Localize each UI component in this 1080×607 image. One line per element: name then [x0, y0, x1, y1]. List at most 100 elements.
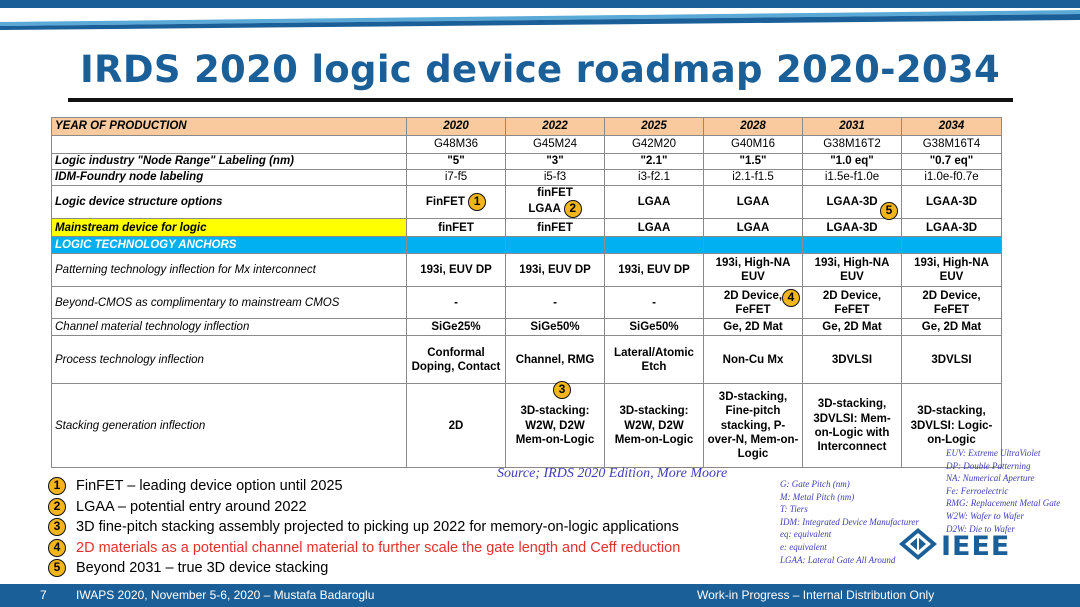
node-code-row: G48M36 G45M24 G42M20 G40M16 G38M16T2 G38… — [51, 135, 1002, 154]
row-label: Beyond-CMOS as complimentary to mainstre… — [51, 286, 407, 320]
table-cell: 193i, EUV DP — [406, 253, 506, 288]
abbreviations-left: G: Gate Pitch (nm) M: Metal Pitch (nm) T… — [780, 478, 919, 566]
table-cell: 3D-stacking: W2W, D2W Mem-on-Logic — [604, 383, 704, 469]
year-cell: 2028 — [703, 117, 803, 136]
channel-row: Channel material technology inflection S… — [51, 318, 1002, 337]
note-item: 3 3D fine-pitch stacking assembly project… — [48, 517, 788, 538]
year-cell: 2031 — [802, 117, 902, 136]
abbreviation: NA: Numerical Aperture — [946, 473, 1035, 484]
ieee-diamond-icon — [898, 527, 938, 566]
conference-info: IWAPS 2020, November 5-6, 2020 – Mustafa… — [76, 588, 375, 602]
node-code-cell: G42M20 — [604, 135, 704, 154]
table-cell: 3DVLSI — [901, 335, 1002, 385]
node-code-cell: G40M16 — [703, 135, 803, 154]
table-cell: 193i, High-NA EUV — [703, 253, 803, 288]
table-cell: finFET — [505, 218, 605, 238]
table-cell: LGAA — [703, 218, 803, 238]
abbreviation: M: Metal Pitch (nm) — [780, 491, 855, 502]
table-cell: Lateral/Atomic Etch — [604, 335, 704, 385]
abbreviation: G: Gate Pitch (nm) — [780, 479, 850, 489]
table-cell: 2D Device, FeFET — [802, 286, 902, 320]
note-text: LGAA – potential entry around 2022 — [76, 498, 307, 515]
node-code-cell: G38M16T4 — [901, 135, 1002, 154]
table-cell: 193i, EUV DP — [604, 253, 704, 288]
empty-cell — [901, 236, 1002, 255]
note-text: FinFET – leading device option until 202… — [76, 478, 343, 495]
table-cell: "2.1" — [604, 153, 704, 170]
node-range-row: Logic industry "Node Range" Labeling (nm… — [51, 153, 1002, 170]
row-label: Channel material technology inflection — [51, 318, 407, 337]
cell-text: LGAA — [528, 203, 561, 216]
year-cell: 2034 — [901, 117, 1002, 136]
table-cell: SiGe50% — [604, 318, 704, 337]
structure-row: Logic device structure options FinFET 1 … — [51, 184, 1002, 220]
source-citation: Source; IRDS 2020 Edition, More Moore — [497, 466, 728, 481]
year-cell: 2020 — [406, 117, 506, 136]
note-item: 1 FinFET – leading device option until 20… — [48, 476, 788, 497]
badge-5-icon: 5 — [48, 559, 66, 578]
table-cell: 3D-stacking, Fine-pitch stacking, P-over… — [703, 383, 803, 469]
patterning-row: Patterning technology inflection for Mx … — [51, 253, 1002, 288]
table-cell: "5" — [406, 153, 506, 170]
slide-title: IRDS 2020 logic device roadmap 2020-2034 — [79, 48, 1001, 91]
badge-2-icon: 2 — [563, 200, 582, 218]
page-number: 7 — [40, 588, 47, 602]
notes-list: 1 FinFET – leading device option until 20… — [48, 476, 788, 579]
cell-text: FinFET — [425, 196, 465, 209]
table-cell: i3-f2.1 — [604, 169, 704, 186]
roadmap-table: YEAR OF PRODUCTION 2020 2022 2025 2028 2… — [51, 117, 1002, 469]
distribution-notice: Work-in Progress – Internal Distribution… — [697, 588, 935, 602]
year-cell: 2025 — [604, 117, 704, 136]
title-underline — [68, 98, 1013, 102]
row-label: Logic device structure options — [51, 184, 407, 220]
table-cell: 3DVLSI — [802, 335, 902, 385]
table-cell: - — [406, 286, 506, 320]
badge-5-icon: 5 — [880, 202, 898, 220]
note-text: Beyond 2031 – true 3D device stacking — [76, 560, 329, 577]
note-text: 2D materials as a potential channel mate… — [76, 539, 681, 556]
node-code-cell: G48M36 — [406, 135, 506, 154]
table-cell: i5-f3 — [505, 169, 605, 186]
note-text: 3D fine-pitch stacking assembly projecte… — [76, 519, 679, 536]
empty-cell — [505, 236, 605, 255]
table-cell: Ge, 2D Mat — [703, 318, 803, 337]
row-label: Stacking generation inflection — [51, 383, 407, 469]
year-row: YEAR OF PRODUCTION 2020 2022 2025 2028 2… — [51, 117, 1002, 136]
table-cell: Non-Cu Mx — [703, 335, 803, 385]
table-cell: LGAA-3D — [901, 184, 1002, 220]
mainstream-row: Mainstream device for logic finFET finFE… — [51, 218, 1002, 238]
empty-cell — [406, 236, 506, 255]
abbreviation: e: equivalent — [780, 541, 827, 552]
table-cell: 193i, High-NA EUV — [802, 253, 902, 288]
row-label: Patterning technology inflection for Mx … — [51, 253, 407, 288]
table-cell: 2D Device, FeFET — [901, 286, 1002, 320]
ieee-wordmark: IEEE — [941, 531, 1011, 562]
abbreviation: DP: Double Patterning — [946, 460, 1031, 471]
empty-cell — [604, 236, 704, 255]
table-cell: - — [604, 286, 704, 320]
section-label: LOGIC TECHNOLOGY ANCHORS — [51, 236, 407, 255]
table-cell: LGAA-3D — [802, 218, 902, 238]
table-cell: i7-f5 — [406, 169, 506, 186]
anchors-row: LOGIC TECHNOLOGY ANCHORS — [51, 236, 1002, 255]
abbreviation: LGAA: Lateral Gate All Around — [780, 554, 896, 565]
badge-1-icon: 1 — [48, 477, 66, 496]
table-cell: LGAA-3D — [901, 218, 1002, 238]
table-cell: finFET — [406, 218, 506, 238]
node-code-cell: G38M16T2 — [802, 135, 902, 154]
table-cell: i2.1-f1.5 — [703, 169, 803, 186]
badge-4-icon: 4 — [48, 538, 66, 557]
abbreviation: W2W: Wafer to Wafer — [946, 510, 1024, 521]
badge-1-icon: 1 — [468, 193, 487, 212]
table-cell: 193i, High-NA EUV — [901, 253, 1002, 288]
empty-cell — [703, 236, 803, 255]
table-cell: "1.0 eq" — [802, 153, 902, 170]
row-label: IDM-Foundry node labeling — [51, 169, 407, 186]
table-cell: SiGe25% — [406, 318, 506, 337]
table-cell: Ge, 2D Mat — [802, 318, 902, 337]
beyond-cmos-row: Beyond-CMOS as complimentary to mainstre… — [51, 286, 1002, 320]
note-item: 5 Beyond 2031 – true 3D device stacking — [48, 558, 788, 579]
abbreviation: IDM: Integrated Device Manufacturer — [780, 516, 919, 527]
abbreviation: D2W: Die to Wafer — [946, 523, 1015, 534]
table-cell: 193i, EUV DP — [505, 253, 605, 288]
